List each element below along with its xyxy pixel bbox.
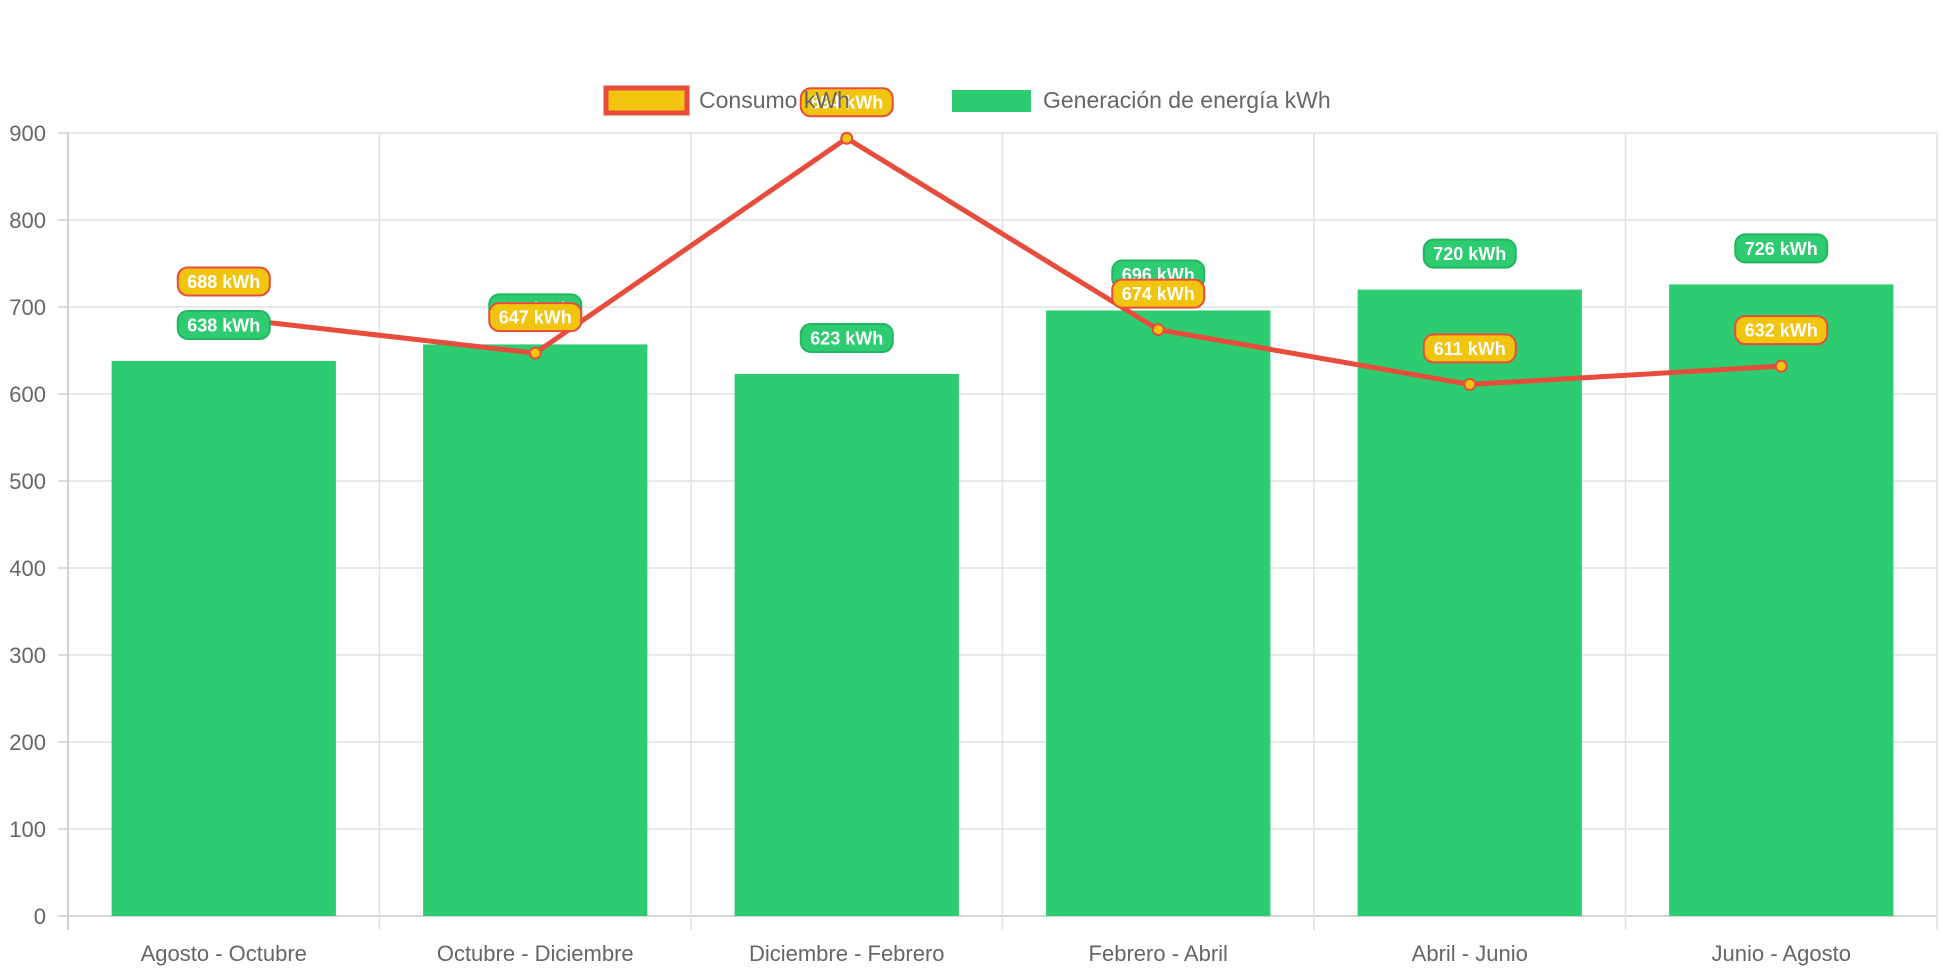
- legend-label-consumo: Consumo kWh: [699, 87, 850, 113]
- bar-value-label: 623 kWh: [799, 322, 894, 353]
- y-tick-label: 0: [34, 904, 46, 929]
- bar-value-label-text: 726 kWh: [1745, 239, 1818, 259]
- bar-value-label: 726 kWh: [1734, 233, 1829, 264]
- y-tick-label: 900: [9, 121, 46, 146]
- y-tick-label: 100: [9, 817, 46, 842]
- point-value-label-bg: [799, 87, 894, 118]
- line-consumo: [223, 135, 1782, 387]
- point-value-label-bg: [1422, 333, 1517, 364]
- point-consumo[interactable]: [528, 346, 542, 360]
- point-value-label: 894 kWh: [799, 87, 894, 118]
- legend-label-generacion: Generación de energía kWh: [1043, 87, 1331, 113]
- grid-lines: [67, 132, 1938, 930]
- y-tick-label: 600: [9, 382, 46, 407]
- bar-generacion[interactable]: [423, 344, 648, 916]
- bar-value-label-text: 720 kWh: [1433, 244, 1506, 264]
- bar-value-label: 720 kWh: [1422, 238, 1517, 269]
- x-tick-label: Abril - Junio: [1412, 941, 1528, 966]
- point-value-label: 632 kWh: [1734, 315, 1829, 346]
- bar-value-label-bg: [1734, 233, 1829, 264]
- point-value-label-text: 894 kWh: [810, 93, 883, 113]
- x-tick-label: Octubre - Diciembre: [437, 941, 634, 966]
- x-tick-label: Junio - Agosto: [1712, 941, 1851, 966]
- bar-value-label: 638 kWh: [176, 309, 271, 340]
- point-consumo[interactable]: [1774, 359, 1788, 373]
- point-value-label-bg: [488, 302, 583, 333]
- point-value-label: 647 kWh: [488, 302, 583, 333]
- bar-generacion[interactable]: [1046, 310, 1271, 917]
- legend: Consumo kWh Generación de energía kWh: [603, 85, 1331, 116]
- bar-generacion[interactable]: [1357, 289, 1582, 917]
- bar-value-label-text: 638 kWh: [187, 315, 260, 335]
- point-consumo[interactable]: [1463, 377, 1477, 391]
- x-tick-label: Diciembre - Febrero: [749, 941, 945, 966]
- point-value-label-text: 647 kWh: [499, 308, 572, 328]
- y-tick-label: 200: [9, 730, 46, 755]
- bar-generacion[interactable]: [111, 360, 336, 916]
- y-tick-label: 400: [9, 556, 46, 581]
- point-value-label: 688 kWh: [176, 266, 271, 297]
- y-tick-label: 500: [9, 469, 46, 494]
- bar-series: [111, 284, 1894, 917]
- y-tick-label: 700: [9, 295, 46, 320]
- legend-swatch-generacion: [952, 90, 1031, 112]
- bar-value-label-text: 623 kWh: [810, 328, 883, 348]
- x-tick-label: Febrero - Abril: [1089, 941, 1228, 966]
- legend-item-consumo[interactable]: Consumo kWh: [603, 85, 850, 116]
- point-value-label-text: 611 kWh: [1434, 339, 1506, 359]
- point-value-label-bg: [1111, 278, 1206, 309]
- point-value-label: 611 kWh: [1422, 333, 1517, 364]
- point-value-label-bg: [1734, 315, 1829, 346]
- bar-value-label-bg: [1422, 238, 1517, 269]
- legend-swatch-consumo: [603, 85, 690, 116]
- bar-value-label-bg: [799, 322, 894, 353]
- legend-item-generacion[interactable]: Generación de energía kWh: [952, 87, 1331, 113]
- y-tick-label: 300: [9, 643, 46, 668]
- point-value-label-text: 674 kWh: [1122, 284, 1195, 304]
- point-value-label: 674 kWh: [1111, 278, 1206, 309]
- x-tick-label: Agosto - Octubre: [141, 941, 307, 966]
- bar-value-label-bg: [176, 309, 271, 340]
- bar-generacion[interactable]: [1669, 284, 1894, 916]
- point-value-label-bg: [176, 266, 271, 297]
- point-consumo[interactable]: [1151, 323, 1165, 337]
- bar-generacion[interactable]: [734, 373, 959, 916]
- point-consumo[interactable]: [840, 131, 854, 145]
- axes: 0 100 200 300 400 500 600 700 800 900 Agosto - Oct…: [9, 121, 1851, 966]
- point-value-label-text: 688 kWh: [187, 272, 260, 292]
- y-tick-label: 800: [9, 208, 46, 233]
- point-value-label-text: 632 kWh: [1745, 321, 1818, 341]
